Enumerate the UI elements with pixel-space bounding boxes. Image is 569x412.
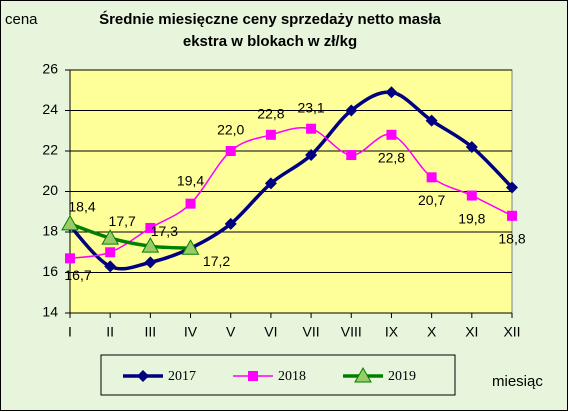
marker [306, 123, 317, 134]
y-axis-label: cena [5, 11, 38, 28]
marker [345, 104, 358, 117]
marker [65, 253, 75, 264]
data-label: 22,0 [217, 122, 244, 138]
legend-marker [137, 370, 149, 382]
marker [141, 237, 160, 253]
x-tick-label: VI [264, 324, 277, 340]
legend-label: 2019 [388, 369, 416, 384]
data-label: 17,3 [151, 223, 178, 239]
data-label: 18,4 [68, 199, 95, 215]
marker [265, 129, 276, 140]
data-label: 16,7 [64, 267, 91, 283]
marker [101, 229, 120, 245]
data-label: 19,4 [177, 172, 204, 188]
marker [426, 172, 437, 183]
marker [105, 247, 116, 258]
marker [61, 214, 79, 231]
marker [224, 217, 237, 230]
data-label: 22,8 [378, 150, 405, 166]
y-tick-label: 22 [42, 142, 58, 158]
x-axis-label: miesiąc [492, 373, 543, 390]
marker [144, 256, 157, 269]
x-tick-label: IV [184, 324, 198, 340]
marker [386, 129, 397, 140]
legend-label: 2018 [278, 369, 306, 384]
chart-title: Średnie miesięczne ceny sprzedaży netto … [99, 10, 441, 28]
marker [425, 114, 438, 127]
data-label: 20,7 [418, 192, 445, 208]
data-label: 23,1 [297, 99, 324, 115]
data-label: 17,7 [109, 213, 136, 229]
x-tick-label: I [68, 324, 72, 340]
x-tick-label: IX [385, 324, 399, 340]
line [69, 222, 191, 250]
y-tick-label: 14 [42, 304, 58, 320]
data-label: 22,8 [257, 106, 284, 122]
data-label: 17,2 [203, 253, 230, 269]
y-tick-label: 24 [42, 101, 58, 117]
chart-title: ekstra w blokach w zł/kg [183, 33, 357, 50]
marker [145, 222, 156, 233]
marker [104, 260, 117, 273]
data-label: 18,8 [498, 231, 525, 247]
x-tick-label: VIII [341, 324, 362, 340]
x-tick-label: VII [303, 324, 320, 340]
marker [506, 181, 518, 194]
x-tick-label: XII [503, 324, 520, 340]
x-tick-label: III [145, 324, 157, 340]
legend-label: 2017 [168, 369, 196, 384]
marker [305, 149, 318, 162]
marker [346, 150, 357, 161]
data-label: 19,8 [458, 210, 485, 226]
legend-marker [354, 366, 372, 383]
y-tick-label: 16 [42, 263, 58, 279]
marker [264, 177, 277, 190]
legend-marker [248, 371, 258, 381]
marker [185, 198, 196, 209]
x-tick-label: X [427, 324, 437, 340]
marker [465, 140, 478, 153]
y-tick-label: 18 [42, 223, 58, 239]
marker [181, 239, 200, 255]
marker [507, 210, 517, 221]
marker [466, 190, 477, 201]
y-tick-label: 20 [42, 182, 58, 198]
marker [225, 146, 236, 156]
y-tick-label: 26 [42, 61, 58, 77]
x-tick-label: XI [465, 324, 478, 340]
x-tick-label: V [226, 324, 236, 340]
marker [385, 86, 398, 99]
x-tick-label: II [106, 324, 114, 340]
